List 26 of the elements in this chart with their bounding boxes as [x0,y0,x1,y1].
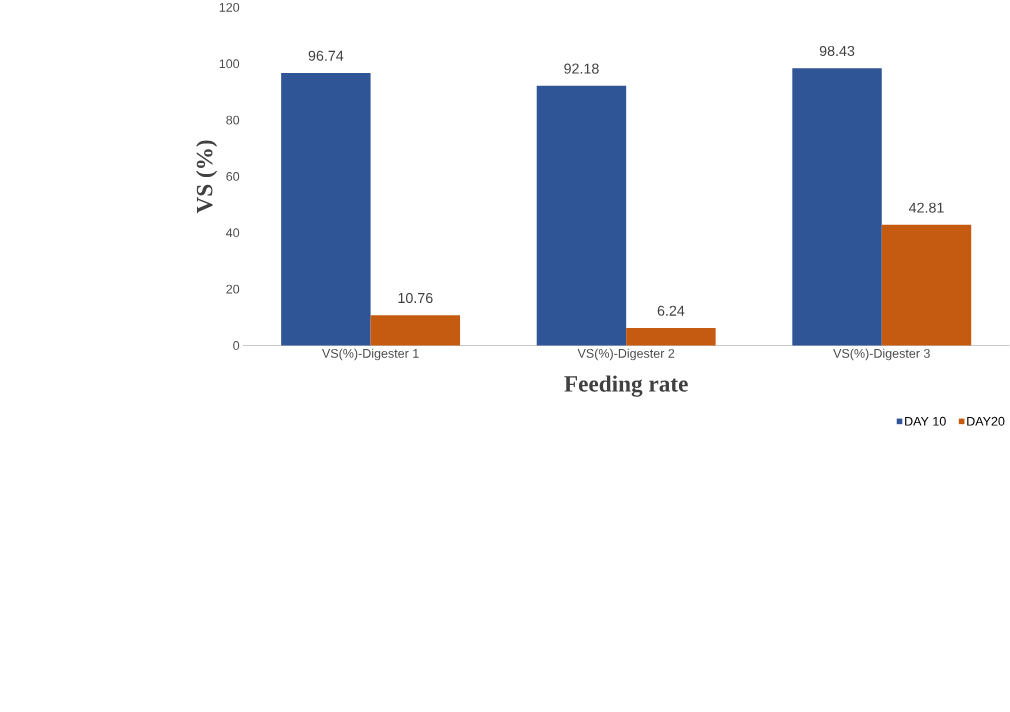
legend-label: DAY20 [967,416,1005,426]
x-axis-title: Feeding rate [564,375,688,397]
y-tick-label: 80 [226,115,240,125]
bar [881,224,972,346]
bar [792,68,882,346]
data-label: 92.18 [564,63,599,74]
bar [626,328,716,346]
y-axis-title: VS (%) [196,140,218,214]
data-label: 6.24 [657,305,685,316]
x-tick-label: VS(%)-Digester 3 [833,348,930,361]
y-tick-label: 40 [226,228,240,238]
x-tick-label: VS(%)-Digester 2 [577,348,675,361]
y-tick-label: 60 [226,172,240,181]
y-tick-label: 20 [226,284,240,294]
x-tick-label: VS(%)-Digester 1 [322,348,419,361]
data-label: 10.76 [398,293,433,304]
y-tick-label: 100 [219,59,240,69]
data-label: 98.43 [819,46,855,57]
y-tick-label: 120 [219,3,240,12]
bar [536,85,627,346]
y-tick-label: 0 [233,341,240,351]
legend-label: DAY 10 [905,416,946,426]
data-label: 96.74 [308,50,344,61]
bar [370,315,461,346]
data-label: 42.81 [908,202,944,213]
bar [281,73,371,346]
